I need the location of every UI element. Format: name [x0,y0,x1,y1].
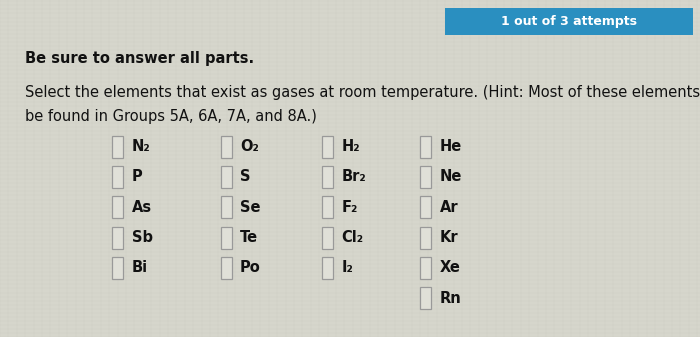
FancyBboxPatch shape [220,257,232,279]
FancyBboxPatch shape [322,136,333,157]
Text: Se: Se [240,200,260,215]
FancyBboxPatch shape [220,196,232,218]
Text: Ar: Ar [440,200,458,215]
FancyBboxPatch shape [220,227,232,248]
FancyBboxPatch shape [112,136,123,157]
Text: As: As [132,200,152,215]
Text: Xe: Xe [440,261,461,275]
Text: 1 out of 3 attempts: 1 out of 3 attempts [500,15,637,28]
Text: Be sure to answer all parts.: Be sure to answer all parts. [25,52,253,66]
FancyBboxPatch shape [420,196,431,218]
FancyBboxPatch shape [420,287,431,309]
FancyBboxPatch shape [322,196,333,218]
Text: Ne: Ne [440,170,462,184]
FancyBboxPatch shape [322,166,333,188]
FancyBboxPatch shape [220,136,232,157]
Text: He: He [440,139,462,154]
FancyBboxPatch shape [322,257,333,279]
FancyBboxPatch shape [420,257,431,279]
Text: Rn: Rn [440,291,461,306]
FancyBboxPatch shape [112,257,123,279]
FancyBboxPatch shape [444,8,693,35]
Text: Po: Po [240,261,261,275]
Text: Cl₂: Cl₂ [342,230,363,245]
Text: N₂: N₂ [132,139,150,154]
Text: Select the elements that exist as gases at room temperature. (Hint: Most of thes: Select the elements that exist as gases … [25,85,700,100]
Text: H₂: H₂ [342,139,360,154]
FancyBboxPatch shape [112,227,123,248]
Text: I₂: I₂ [342,261,354,275]
FancyBboxPatch shape [420,227,431,248]
Text: Te: Te [240,230,258,245]
Text: Bi: Bi [132,261,148,275]
FancyBboxPatch shape [322,227,333,248]
Text: be found in Groups 5A, 6A, 7A, and 8A.): be found in Groups 5A, 6A, 7A, and 8A.) [25,109,316,124]
Text: Br₂: Br₂ [342,170,366,184]
Text: Kr: Kr [440,230,458,245]
FancyBboxPatch shape [220,166,232,188]
FancyBboxPatch shape [420,136,431,157]
FancyBboxPatch shape [112,166,123,188]
FancyBboxPatch shape [420,166,431,188]
Text: O₂: O₂ [240,139,259,154]
Text: F₂: F₂ [342,200,358,215]
FancyBboxPatch shape [112,196,123,218]
Text: S: S [240,170,251,184]
Text: Sb: Sb [132,230,153,245]
Text: P: P [132,170,142,184]
